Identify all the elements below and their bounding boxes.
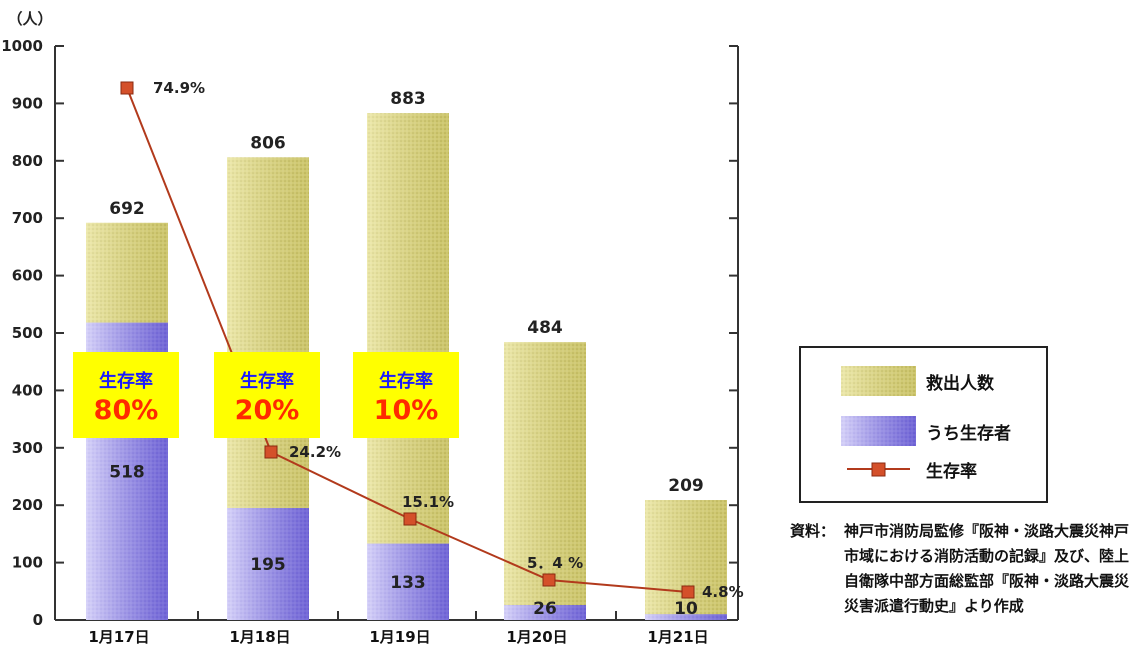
- badge-value: 20%: [234, 395, 300, 426]
- legend-item: 救出人数: [841, 366, 994, 396]
- survival-rate-label: 74.9%: [153, 79, 205, 97]
- y-tick-label: 200: [12, 496, 43, 514]
- chart-legend: 救出人数 うち生存者 生存率: [799, 346, 1048, 503]
- survival-badge: 生存率 80%: [73, 352, 179, 438]
- survival-rate-label: 24.2%: [289, 443, 341, 461]
- survival-rate-marker: [120, 81, 134, 95]
- bar-total-label: 692: [109, 199, 145, 219]
- survival-rate-marker: [681, 585, 695, 599]
- bar-survivor-label: 133: [390, 573, 426, 593]
- y-tick-label: 500: [12, 324, 43, 342]
- x-tick-label: 1月18日: [229, 628, 290, 646]
- x-tick-label: 1月21日: [647, 628, 708, 646]
- bar-total-label: 806: [250, 133, 286, 153]
- bar-survivors-shade: [504, 605, 586, 620]
- y-tick-label: 900: [12, 94, 43, 112]
- survival-badge: 生存率 20%: [214, 352, 320, 438]
- y-tick-label: 700: [12, 209, 43, 227]
- legend-item: 生存率: [841, 454, 977, 484]
- bar-survivors-shade: [227, 508, 309, 620]
- survival-rate-label: 15.1%: [402, 493, 454, 511]
- bar-total-label: 484: [527, 318, 563, 338]
- legend-label: うち生存者: [926, 423, 1011, 444]
- badge-value: 80%: [93, 395, 159, 426]
- bar-survivor-label: 10: [674, 599, 698, 619]
- survival-rate-marker: [264, 445, 278, 459]
- legend-label: 生存率: [926, 461, 977, 482]
- badge-title: 生存率: [379, 371, 433, 392]
- survival-rate-label: 5．4 %: [527, 554, 583, 572]
- y-tick-label: 300: [12, 439, 43, 457]
- source-note: 資料： 神戸市消防局監修『阪神・淡路大震災神戸市域における消防活動の記録』及び、…: [790, 519, 1135, 619]
- bar-rescued-shade: [645, 500, 727, 620]
- badge-title: 生存率: [99, 371, 153, 392]
- bar-survivor-label: 26: [533, 599, 557, 619]
- legend-label: 救出人数: [926, 373, 994, 394]
- legend-swatch: [841, 416, 916, 446]
- bar-survivor-label: 518: [109, 462, 145, 482]
- y-tick-label: 0: [33, 611, 43, 629]
- survival-rate-marker: [403, 512, 417, 526]
- labels-layer: （人） 0 100 200 300 400 500 600 700 800 900 1000 692 51…: [1, 10, 743, 646]
- survival-rate-marker: [542, 573, 556, 587]
- x-tick-label: 1月20日: [506, 628, 567, 646]
- y-tick-label: 800: [12, 152, 43, 170]
- y-tick-label: 100: [12, 554, 43, 572]
- bar-total-label: 209: [668, 476, 704, 496]
- legend-swatch: [841, 366, 916, 396]
- x-tick-label: 1月19日: [369, 628, 430, 646]
- y-tick-label: 600: [12, 267, 43, 285]
- y-unit-label: （人）: [7, 10, 52, 28]
- x-tick-label: 1月17日: [88, 628, 149, 646]
- bar-total-label: 883: [390, 89, 426, 109]
- bar-survivors-shade: [645, 614, 727, 620]
- survival-rate-label: 4.8%: [702, 583, 744, 601]
- legend-line-marker: [847, 462, 910, 477]
- y-tick-label: 400: [12, 381, 43, 399]
- bar-survivor-label: 195: [250, 555, 286, 575]
- source-text: 神戸市消防局監修『阪神・淡路大震災神戸市域における消防活動の記録』及び、陸上自衛…: [844, 522, 1130, 615]
- legend-item: うち生存者: [841, 416, 1011, 446]
- source-label: 資料：: [790, 522, 836, 540]
- badge-title: 生存率: [240, 371, 294, 392]
- badge-value: 10%: [373, 395, 439, 426]
- bar-survivors-shade: [367, 543, 449, 620]
- y-tick-label: 1000: [1, 37, 43, 55]
- survival-line-layer: [120, 81, 695, 599]
- survival-badge: 生存率 10%: [353, 352, 459, 438]
